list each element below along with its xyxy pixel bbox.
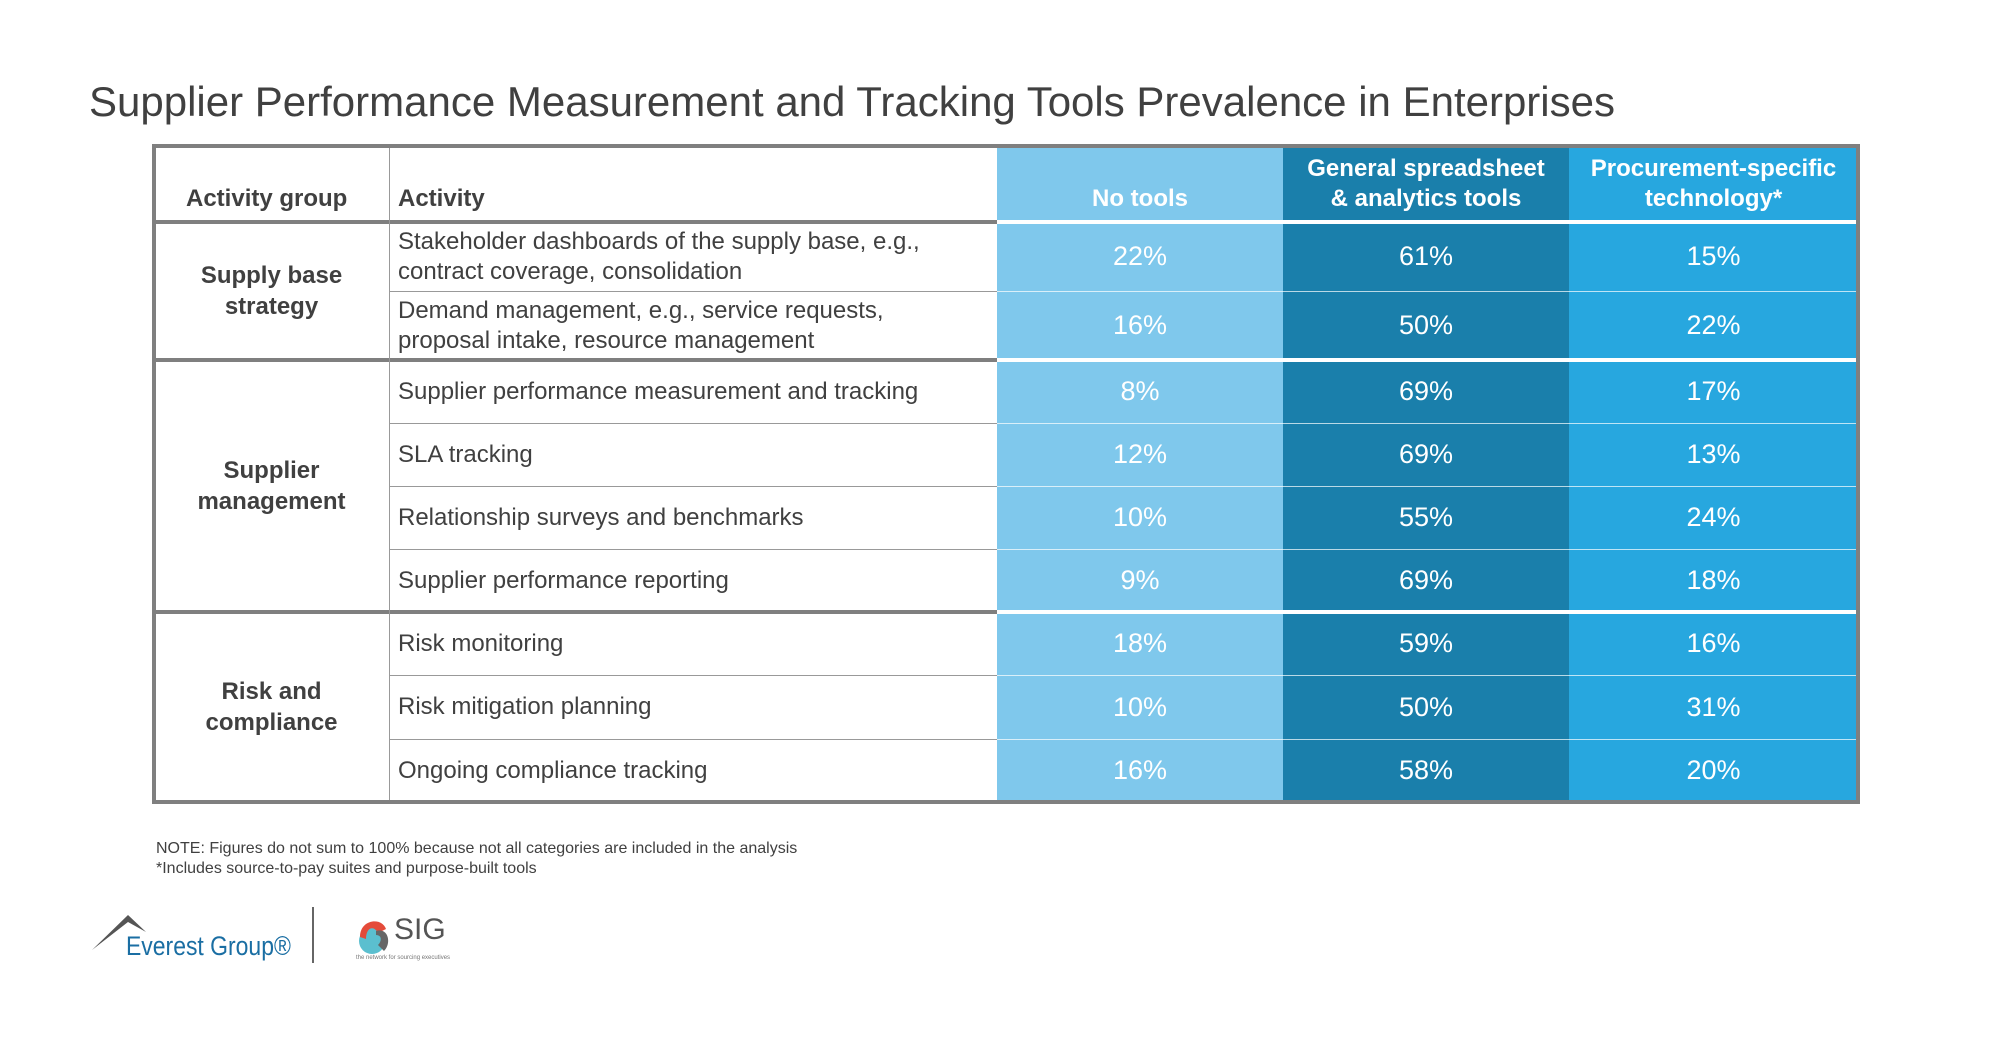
group-separator (997, 358, 1858, 362)
header-activity-group: Activity group (186, 185, 348, 212)
sig-tagline: the network for sourcing executives (356, 955, 451, 961)
table-row-activity: Risk monitoring (398, 629, 564, 657)
group-separator (997, 610, 1858, 614)
everest-group-label: Everest Group® (126, 931, 291, 961)
table-cell-value: 16% (997, 739, 1283, 802)
table-cell-value: 58% (1283, 739, 1569, 802)
table-cell-value: 10% (997, 486, 1283, 549)
table-cell-value: 61% (1283, 222, 1569, 291)
table-cell-value: 22% (997, 222, 1283, 291)
table-cell-value: 20% (1569, 739, 1858, 802)
row-divider (389, 739, 997, 740)
row-divider (997, 486, 1858, 487)
table-cell-value: 9% (997, 549, 1283, 612)
tools-prevalence-table: Activity group Activity No tools General sp… (152, 144, 1860, 806)
sig-label: SIG (394, 913, 446, 946)
row-divider (997, 291, 1858, 292)
row-divider (389, 291, 997, 292)
table-cell-value: 59% (1283, 612, 1569, 675)
table-cell-value: 69% (1283, 423, 1569, 486)
note-procurement: *Includes source-to-pay suites and purpo… (156, 860, 537, 877)
table-cell-value: 50% (1283, 291, 1569, 360)
row-divider (389, 549, 997, 550)
group-separator (154, 610, 997, 614)
table-row-activity: SLA tracking (398, 440, 533, 468)
table-row-activity: Ongoing compliance tracking (398, 756, 708, 784)
group-separator (154, 220, 997, 224)
table-cell-value: 10% (997, 675, 1283, 739)
row-divider (389, 486, 997, 487)
table-cell-value: 69% (1283, 549, 1569, 612)
table-activity-group: Supplier management (197, 457, 346, 515)
table-row-activity: Supplier performance measurement and tra… (398, 377, 919, 405)
table-row-activity: Stakeholder dashboards of the supply bas… (398, 227, 920, 285)
table-cell-value: 18% (997, 612, 1283, 675)
table-cell-value: 69% (1283, 360, 1569, 423)
everest-group-logo (92, 915, 146, 950)
header-activity: Activity (398, 185, 485, 212)
sig-logo-icon (359, 921, 389, 954)
table-row-activity: Risk mitigation planning (398, 693, 652, 720)
header-procurement-specific: Procurement-specific technology* (1569, 146, 1858, 222)
table-cell-value: 15% (1569, 222, 1858, 291)
table-activity-group: Risk and compliance (205, 678, 338, 736)
table-cell-value: 22% (1569, 291, 1858, 360)
page-title: Supplier Performance Measurement and Tra… (89, 78, 1615, 125)
header-no-tools: No tools (997, 146, 1283, 222)
row-divider (997, 549, 1858, 550)
row-divider (997, 739, 1858, 740)
header-general-spreadsheet: General spreadsheet & analytics tools (1283, 146, 1569, 222)
table-cell-value: 55% (1283, 486, 1569, 549)
table-cell-value: 31% (1569, 675, 1858, 739)
group-separator (997, 220, 1858, 224)
table-cell-value: 24% (1569, 486, 1858, 549)
table-activity-group: Supply base strategy (200, 262, 343, 320)
column-divider (389, 146, 390, 802)
footnotes: NOTE: Figures do not sum to 100% because… (156, 839, 797, 879)
table-row-activity: Relationship surveys and benchmarks (398, 503, 804, 531)
table-cell-value: 13% (1569, 423, 1858, 486)
table-cell-value: 8% (997, 360, 1283, 423)
row-divider (997, 423, 1858, 424)
group-separator (154, 358, 997, 362)
row-divider (389, 423, 997, 424)
table-cell-value: 12% (997, 423, 1283, 486)
logo-divider (312, 907, 314, 963)
note-sum: NOTE: Figures do not sum to 100% because… (156, 840, 798, 857)
table-cell-value: 16% (997, 291, 1283, 360)
table-cell-value: 18% (1569, 549, 1858, 612)
table-row-activity: Demand management, e.g., service request… (398, 296, 884, 354)
row-divider (997, 675, 1858, 676)
table-cell-value: 50% (1283, 675, 1569, 739)
table-cell-value: 16% (1569, 612, 1858, 675)
table-row-activity: Supplier performance reporting (398, 566, 729, 594)
table-cell-value: 17% (1569, 360, 1858, 423)
logos: Everest Group® SIG the network for sourc… (88, 905, 488, 975)
row-divider (389, 675, 997, 676)
